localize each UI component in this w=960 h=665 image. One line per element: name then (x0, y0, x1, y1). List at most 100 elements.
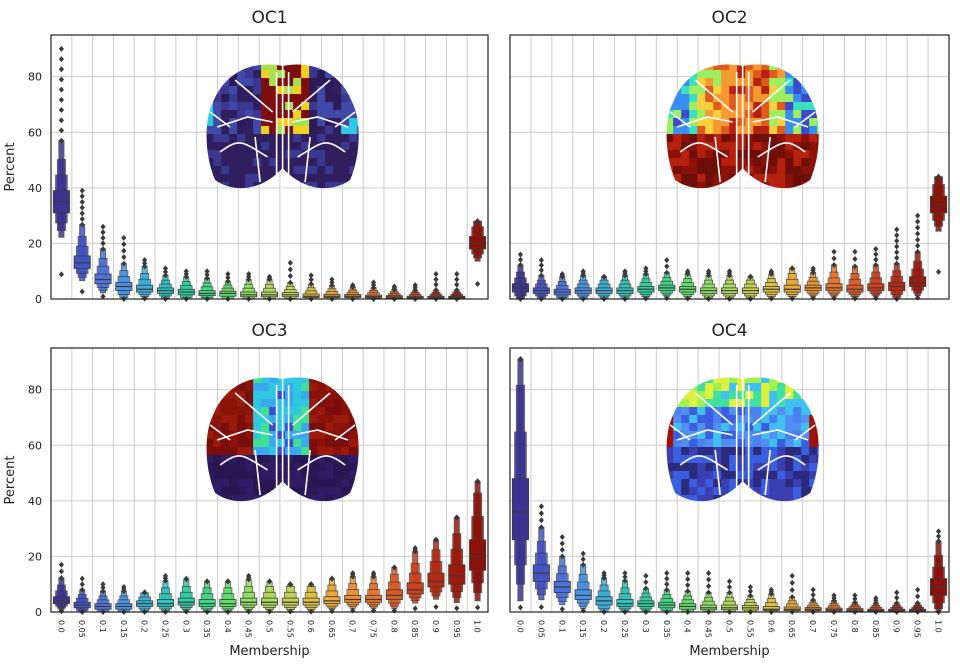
outlier-point (894, 243, 900, 250)
boxen-box (448, 564, 466, 585)
outlier-point (287, 266, 293, 273)
outlier-point (204, 275, 210, 282)
outlier-point (705, 589, 712, 596)
outlier-point (935, 173, 942, 180)
outlier-point (58, 66, 65, 73)
boxen-0.65 (323, 575, 341, 615)
outlier-point (58, 271, 65, 278)
boxen-box (156, 599, 174, 607)
outlier-point (852, 256, 858, 263)
outlier-point (433, 603, 439, 610)
outlier-point (915, 242, 921, 249)
boundary-line (219, 455, 269, 471)
outlier-point (538, 510, 544, 517)
boxen-0.4 (219, 270, 237, 302)
outlier-point (433, 286, 439, 293)
outlier-point (622, 268, 628, 275)
boxen-0.65 (783, 572, 801, 615)
brain-boundaries (669, 379, 816, 503)
boxen-0.1 (94, 223, 112, 300)
outlier-point (100, 229, 106, 236)
boxen-0.55 (741, 583, 759, 615)
outlier-point (664, 269, 670, 276)
outlier-point (350, 282, 356, 289)
outlier-point (391, 564, 397, 571)
outlier-point (225, 270, 231, 277)
chart-panel-oc2: OC2 (509, 8, 950, 302)
outlier-point (705, 576, 712, 583)
outlier-point (391, 283, 397, 290)
boundary-line (254, 449, 261, 496)
x-tick-label: 0.5 (265, 620, 274, 633)
outlier-point (308, 581, 314, 588)
brain-map-pixels (666, 377, 819, 502)
boxen-box (52, 596, 70, 605)
outlier-point (831, 248, 837, 255)
x-tick-label: 0.05 (77, 620, 86, 638)
x-tick-label: 0.8 (850, 620, 859, 633)
outlier-point (162, 572, 169, 579)
outlier-point (121, 234, 127, 241)
outlier-point (810, 591, 816, 598)
outlier-point (664, 570, 670, 577)
outlier-point (643, 579, 649, 586)
x-tick-label: 0.4 (223, 620, 232, 633)
x-tick-label: 0.45 (704, 620, 713, 638)
outlier-point (894, 589, 900, 596)
x-tick-label: 0.25 (620, 620, 629, 638)
boundary-line (209, 111, 231, 128)
outlier-point (454, 281, 460, 288)
outlier-point (287, 581, 293, 588)
outlier-point (894, 237, 900, 244)
boxen-0.75 (825, 248, 843, 302)
outlier-point (810, 597, 816, 604)
outlier-point (915, 236, 921, 243)
y-tick-label: 80 (28, 71, 42, 84)
outlier-point (225, 278, 231, 285)
outlier-point (894, 260, 900, 267)
outlier-point (559, 270, 565, 277)
outlier-point (894, 594, 900, 601)
boxen-1.0 (469, 478, 487, 611)
boundary-line (676, 116, 733, 128)
x-tick-label: 1.0 (934, 620, 943, 633)
outlier-point (747, 588, 754, 595)
y-tick-label: 20 (28, 550, 42, 563)
x-tick-label: 0.75 (369, 620, 378, 638)
boxen-0.0 (511, 356, 530, 611)
brain-map-inset (666, 64, 819, 190)
boxen-0.25 (156, 572, 174, 615)
outlier-point (915, 599, 921, 606)
boundary-line (669, 111, 691, 128)
outlier-point (225, 274, 231, 281)
outlier-point (852, 263, 858, 270)
boxen-0.55 (281, 259, 299, 302)
boxen-box (825, 283, 843, 292)
brain-map-pixels (206, 377, 359, 502)
plot-frame (509, 34, 950, 300)
outlier-point (915, 212, 921, 219)
x-tick-label: 0.95 (913, 620, 922, 638)
boxen-0.25 (156, 265, 174, 302)
outlier-point (58, 96, 65, 103)
x-tick-label: 0.8 (389, 620, 398, 633)
boundary-line (216, 429, 273, 441)
boundary-line (292, 392, 331, 426)
boundary-line (297, 142, 346, 158)
boxen-0.3 (637, 265, 655, 302)
boxen-0.85 (406, 545, 424, 612)
boundary-line (694, 392, 734, 426)
boxen-0.1 (94, 581, 112, 615)
boxen-box (365, 594, 383, 603)
x-tick-label: 0.75 (829, 620, 838, 638)
outlier-point (559, 533, 565, 540)
outlier-point (580, 268, 586, 275)
outlier-point (915, 586, 921, 593)
boundary-line (752, 392, 791, 426)
outlier-point (789, 579, 795, 586)
outlier-point (768, 586, 774, 593)
outlier-point (100, 234, 106, 241)
boxen-0.3 (177, 575, 195, 615)
outlier-point (287, 259, 293, 266)
outlier-point (810, 295, 816, 302)
